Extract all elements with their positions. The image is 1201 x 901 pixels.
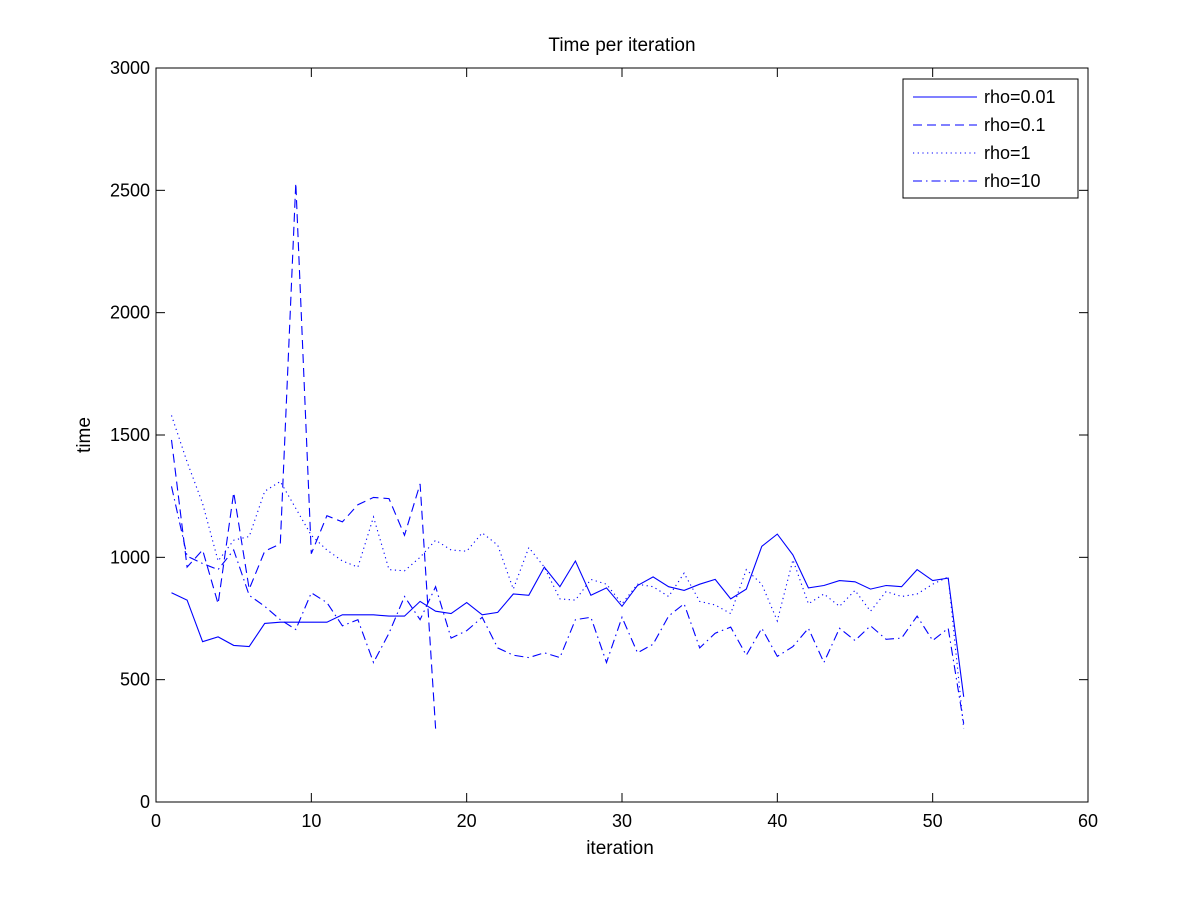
y-axis-title: time xyxy=(74,417,95,453)
legend-label: rho=0.01 xyxy=(984,87,1056,107)
x-tick-label: 30 xyxy=(612,811,632,831)
x-tick-label: 40 xyxy=(767,811,787,831)
x-axis-title: iteration xyxy=(586,838,654,859)
y-tick-label: 1500 xyxy=(110,425,150,445)
series-line-rho=10 xyxy=(170,486,965,724)
x-tick-label: 10 xyxy=(301,811,321,831)
axis-ticks: 0 10 20 30 40 50 60 0 500 1000 1500 2000 2500 3000 xyxy=(110,58,1098,831)
series-line-rho=0.1 xyxy=(170,182,437,729)
x-tick-label: 0 xyxy=(151,811,161,831)
series-layer xyxy=(170,182,965,729)
y-tick-label: 2000 xyxy=(110,303,150,323)
y-tick-label: 500 xyxy=(120,670,150,690)
x-tick-label: 20 xyxy=(457,811,477,831)
y-tick-label: 1000 xyxy=(110,547,150,567)
y-tick-label: 0 xyxy=(140,792,150,812)
x-tick-label: 50 xyxy=(923,811,943,831)
series-line-rho=0.01 xyxy=(171,533,965,697)
y-tick-label: 2500 xyxy=(110,180,150,200)
chart-title: Time per iteration xyxy=(548,35,695,56)
legend-box xyxy=(902,78,1079,199)
legend-label: rho=1 xyxy=(984,143,1031,163)
y-tick-label: 3000 xyxy=(110,58,150,78)
legend-label: rho=0.1 xyxy=(984,115,1046,135)
x-tick-label: 60 xyxy=(1078,811,1098,831)
legend: rho=0.01 rho=0.1 rho=1 rho=10 xyxy=(902,78,1079,199)
legend-label: rho=10 xyxy=(984,171,1041,191)
